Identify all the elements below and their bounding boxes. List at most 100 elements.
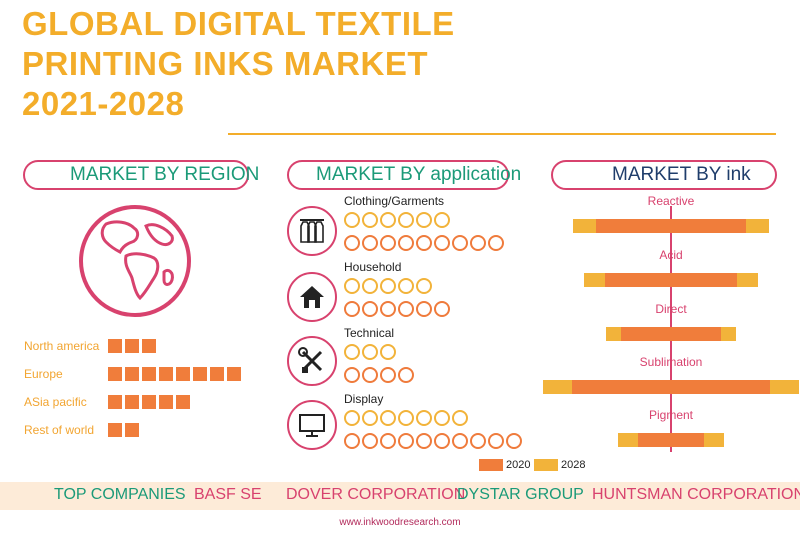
application-section-pill — [287, 160, 509, 190]
application-circle — [398, 235, 414, 251]
application-2020-circles — [344, 344, 398, 362]
application-circle — [344, 301, 360, 317]
ink-section-pill — [551, 160, 777, 190]
application-circle — [362, 278, 378, 294]
legend-swatch-2020 — [479, 459, 503, 471]
top-companies-band — [0, 482, 800, 510]
ink-label: Pigment — [648, 408, 694, 422]
application-circle — [398, 367, 414, 383]
application-circle — [434, 235, 450, 251]
application-circle — [362, 410, 378, 426]
application-circle — [488, 235, 504, 251]
region-block — [210, 367, 224, 381]
application-circle — [344, 344, 360, 360]
region-section-pill — [23, 160, 249, 190]
ink-label: Acid — [659, 248, 683, 262]
application-circle — [362, 235, 378, 251]
application-circle — [416, 212, 432, 228]
region-bar — [108, 367, 244, 381]
application-circle — [380, 410, 396, 426]
ink-bar-2020 — [638, 433, 704, 447]
application-circle — [362, 367, 378, 383]
legend-label-2020: 2020 — [506, 459, 531, 471]
company-name: HUNTSMAN CORPORATION — [592, 486, 800, 503]
globe-icon — [79, 205, 191, 317]
ink-bar-2020 — [621, 327, 721, 341]
application-circle — [344, 367, 360, 383]
application-circle — [380, 433, 396, 449]
application-label: Clothing/Garments — [344, 194, 445, 208]
ink-bar-2020 — [605, 273, 737, 287]
region-bar — [108, 339, 159, 353]
application-circle — [452, 433, 468, 449]
application-circle — [434, 212, 450, 228]
company-name: DYSTAR GROUP — [457, 486, 584, 503]
application-circle — [344, 433, 360, 449]
application-2020-circles — [344, 410, 470, 428]
application-2028-circles — [344, 433, 524, 451]
legend-label-2028: 2028 — [561, 459, 586, 471]
region-block — [125, 395, 139, 409]
application-circle — [398, 433, 414, 449]
application-circle — [506, 433, 522, 449]
region-section-title: MARKET BY REGION — [70, 164, 260, 185]
region-block — [142, 339, 156, 353]
region-block — [108, 395, 122, 409]
monitor-icon — [287, 400, 337, 450]
region-block — [176, 395, 190, 409]
application-circle — [398, 212, 414, 228]
region-block — [108, 339, 122, 353]
title-line-2: PRINTING INKS MARKET — [22, 45, 428, 82]
ink-bar-2020 — [572, 380, 770, 394]
tools-icon — [287, 336, 337, 386]
application-circle — [344, 278, 360, 294]
region-block — [125, 367, 139, 381]
application-label: Display — [344, 392, 384, 406]
application-2028-circles — [344, 235, 506, 253]
application-circle — [434, 301, 450, 317]
region-label: North america — [24, 339, 100, 353]
application-circle — [380, 367, 396, 383]
region-label: ASia pacific — [24, 395, 87, 409]
application-circle — [416, 278, 432, 294]
application-circle — [470, 235, 486, 251]
company-name: BASF SE — [194, 486, 262, 503]
house-icon — [287, 272, 337, 322]
region-block — [125, 339, 139, 353]
region-block — [108, 367, 122, 381]
region-block — [193, 367, 207, 381]
application-circle — [380, 301, 396, 317]
application-circle — [416, 433, 432, 449]
application-circle — [380, 278, 396, 294]
region-bar — [108, 423, 142, 437]
application-circle — [380, 212, 396, 228]
ink-label: Direct — [655, 302, 687, 316]
application-circle — [362, 344, 378, 360]
page-title: GLOBAL DIGITAL TEXTILE PRINTING INKS MAR… — [22, 4, 455, 124]
region-block — [142, 367, 156, 381]
title-line-1: GLOBAL DIGITAL TEXTILE — [22, 5, 455, 42]
application-circle — [398, 278, 414, 294]
application-2028-circles — [344, 301, 452, 319]
application-circle — [344, 410, 360, 426]
legend-swatch-2028 — [534, 459, 558, 471]
application-circle — [434, 410, 450, 426]
application-circle — [452, 235, 468, 251]
region-block — [159, 367, 173, 381]
region-block — [159, 395, 173, 409]
application-circle — [362, 212, 378, 228]
region-bar — [108, 395, 193, 409]
top-companies-label: TOP COMPANIES — [54, 486, 186, 503]
application-circle — [344, 235, 360, 251]
application-2020-circles — [344, 212, 452, 230]
ink-bar-2020 — [596, 219, 746, 233]
application-2028-circles — [344, 367, 416, 385]
application-circle — [488, 433, 504, 449]
application-circle — [470, 433, 486, 449]
title-underline — [228, 133, 776, 135]
application-label: Household — [344, 260, 402, 274]
region-label: Europe — [24, 367, 63, 381]
application-circle — [434, 433, 450, 449]
region-label: Rest of world — [24, 423, 95, 437]
footer-url[interactable]: www.inkwoodresearch.com — [339, 517, 461, 528]
